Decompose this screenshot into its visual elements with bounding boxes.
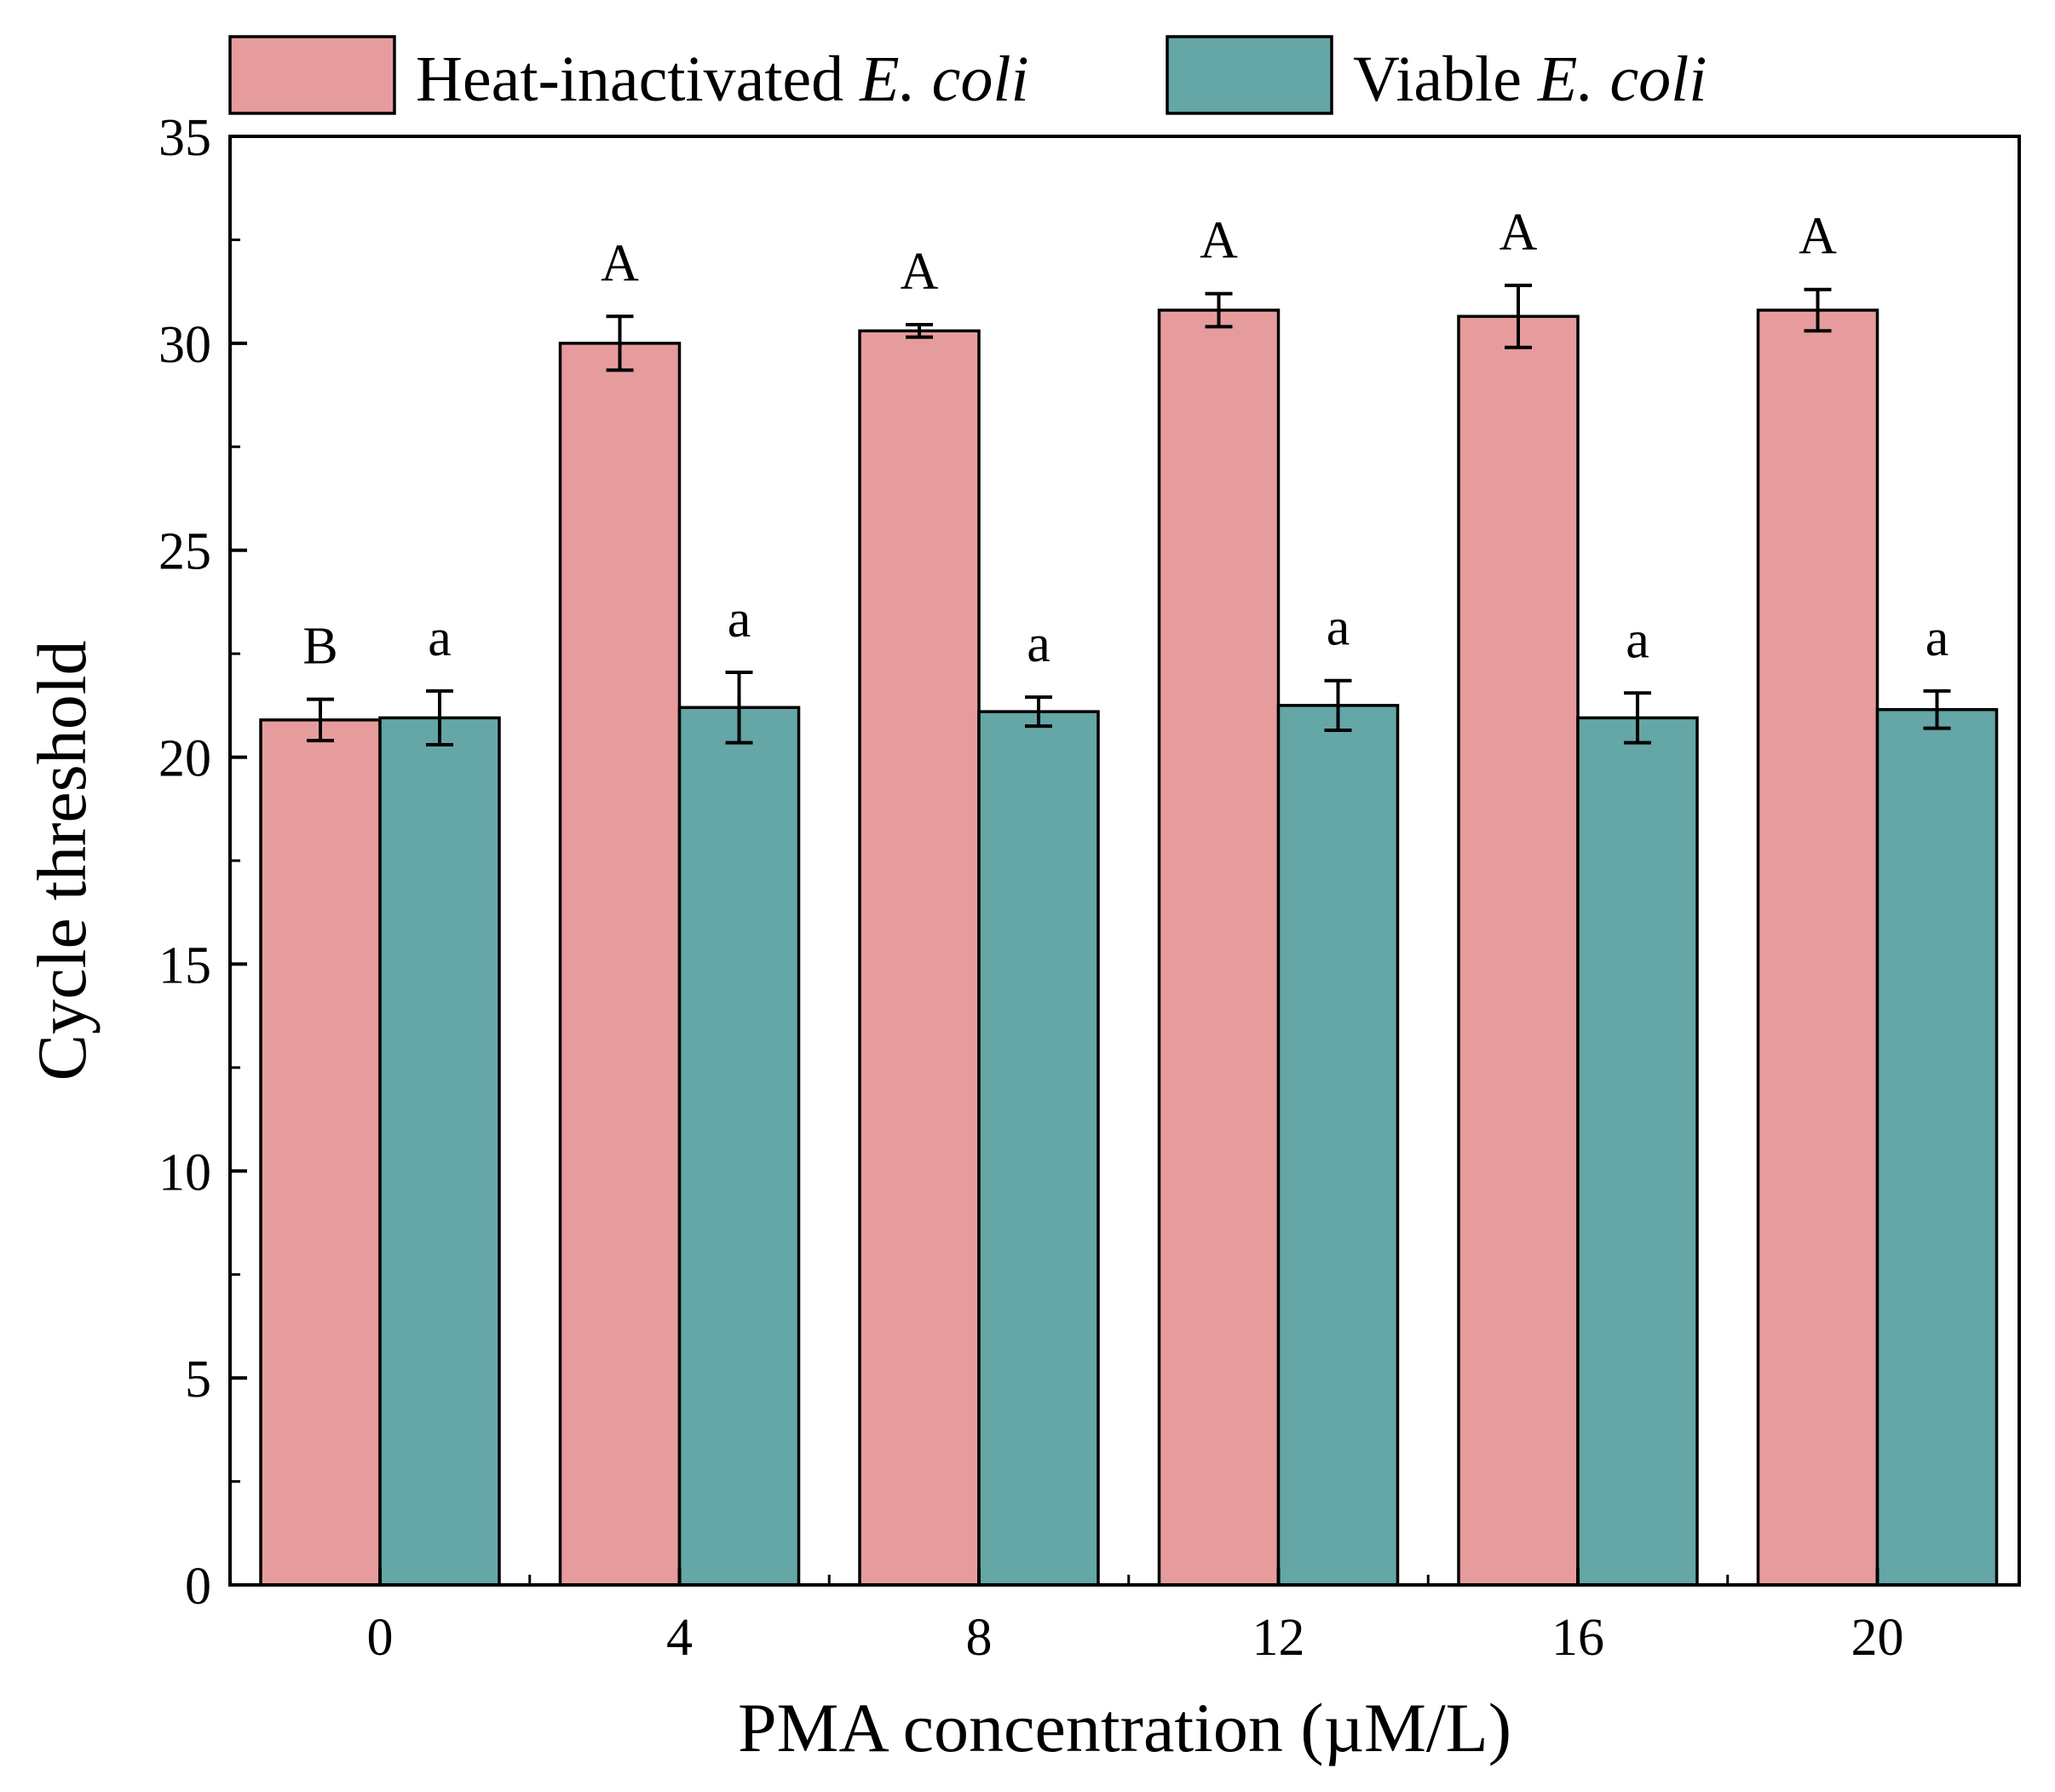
axes-layer: 0 5 10 15 20 25 30 35 0 4 8 12 16 20 <box>158 109 1904 1667</box>
error-bar <box>725 671 753 745</box>
legend-swatch-viable <box>1166 35 1333 115</box>
legend-label-name: Heat-inactivated <box>416 43 860 115</box>
error-bar <box>1923 689 1951 730</box>
significance-label: a <box>428 609 452 667</box>
legend-label-species: E. coli <box>1537 43 1707 115</box>
x-tick-label: 0 <box>367 1609 394 1667</box>
legend-label: Viable E. coli <box>1353 43 1707 115</box>
legend-label-species: E. coli <box>859 43 1028 115</box>
significance-label: A <box>901 243 939 301</box>
legend-label-name: Viable <box>1353 43 1538 115</box>
error-bar <box>1025 695 1052 729</box>
bar-heat-inactivated-16 <box>1457 314 1580 1587</box>
error-bar <box>1205 291 1233 329</box>
y-tick-label: 35 <box>158 109 211 167</box>
error-bar <box>606 314 634 372</box>
x-tick-label: 4 <box>666 1609 693 1667</box>
error-bars-layer <box>307 283 1951 746</box>
bar-heat-inactivated-12 <box>1157 308 1281 1587</box>
bar-viable-8 <box>977 710 1100 1587</box>
bar-viable-0 <box>378 716 501 1587</box>
error-bar <box>906 323 933 339</box>
significance-label: a <box>1027 615 1051 673</box>
bar-viable-16 <box>1576 716 1699 1587</box>
x-tick-label: 20 <box>1851 1609 1904 1667</box>
x-tick-label: 12 <box>1252 1609 1305 1667</box>
significance-label: a <box>1327 599 1350 657</box>
error-bar <box>1505 283 1532 349</box>
significance-label: A <box>1200 212 1238 270</box>
bar-viable-20 <box>1875 707 1999 1587</box>
y-tick-label: 0 <box>185 1558 211 1616</box>
significance-label: a <box>1626 611 1649 669</box>
bar-heat-inactivated-8 <box>858 329 981 1587</box>
bar-heat-inactivated-20 <box>1756 308 1879 1587</box>
significance-label: A <box>1799 208 1837 266</box>
error-bar <box>426 689 453 746</box>
bar-viable-4 <box>677 706 801 1587</box>
y-tick-label: 25 <box>158 523 211 581</box>
y-tick-label: 5 <box>185 1351 211 1409</box>
y-axis-title: Cycle threshold <box>23 641 101 1081</box>
legend-label: Heat-inactivated E. coli <box>416 43 1029 115</box>
legend: Heat-inactivated E. coli Viable E. coli <box>228 35 1707 115</box>
bars-layer <box>259 308 1999 1587</box>
x-tick-label: 16 <box>1551 1609 1604 1667</box>
error-bar <box>1624 691 1651 745</box>
significance-label: A <box>601 234 639 292</box>
y-tick-label: 10 <box>158 1144 211 1201</box>
y-tick-label: 15 <box>158 936 211 994</box>
error-bar <box>307 697 334 743</box>
bar-viable-12 <box>1276 704 1400 1587</box>
significance-labels-layer: B A A A A Aa a a a a a <box>302 204 1949 676</box>
x-axis-title: PMA concentration (µM/L) <box>738 1689 1511 1766</box>
significance-label: a <box>728 591 751 648</box>
bar-heat-inactivated-4 <box>558 342 682 1587</box>
error-bar <box>1804 287 1832 333</box>
x-tick-label: 8 <box>966 1609 993 1667</box>
plot-frame <box>228 135 2021 1587</box>
y-tick-label: 20 <box>158 730 211 788</box>
legend-swatch-heat-inactivated <box>228 35 396 115</box>
bar-heat-inactivated-0 <box>259 718 382 1587</box>
significance-label: a <box>1925 609 1949 667</box>
significance-label: B <box>302 618 337 676</box>
error-bar <box>1324 678 1352 732</box>
y-tick-label: 30 <box>158 316 211 374</box>
significance-label: A <box>1500 204 1538 262</box>
